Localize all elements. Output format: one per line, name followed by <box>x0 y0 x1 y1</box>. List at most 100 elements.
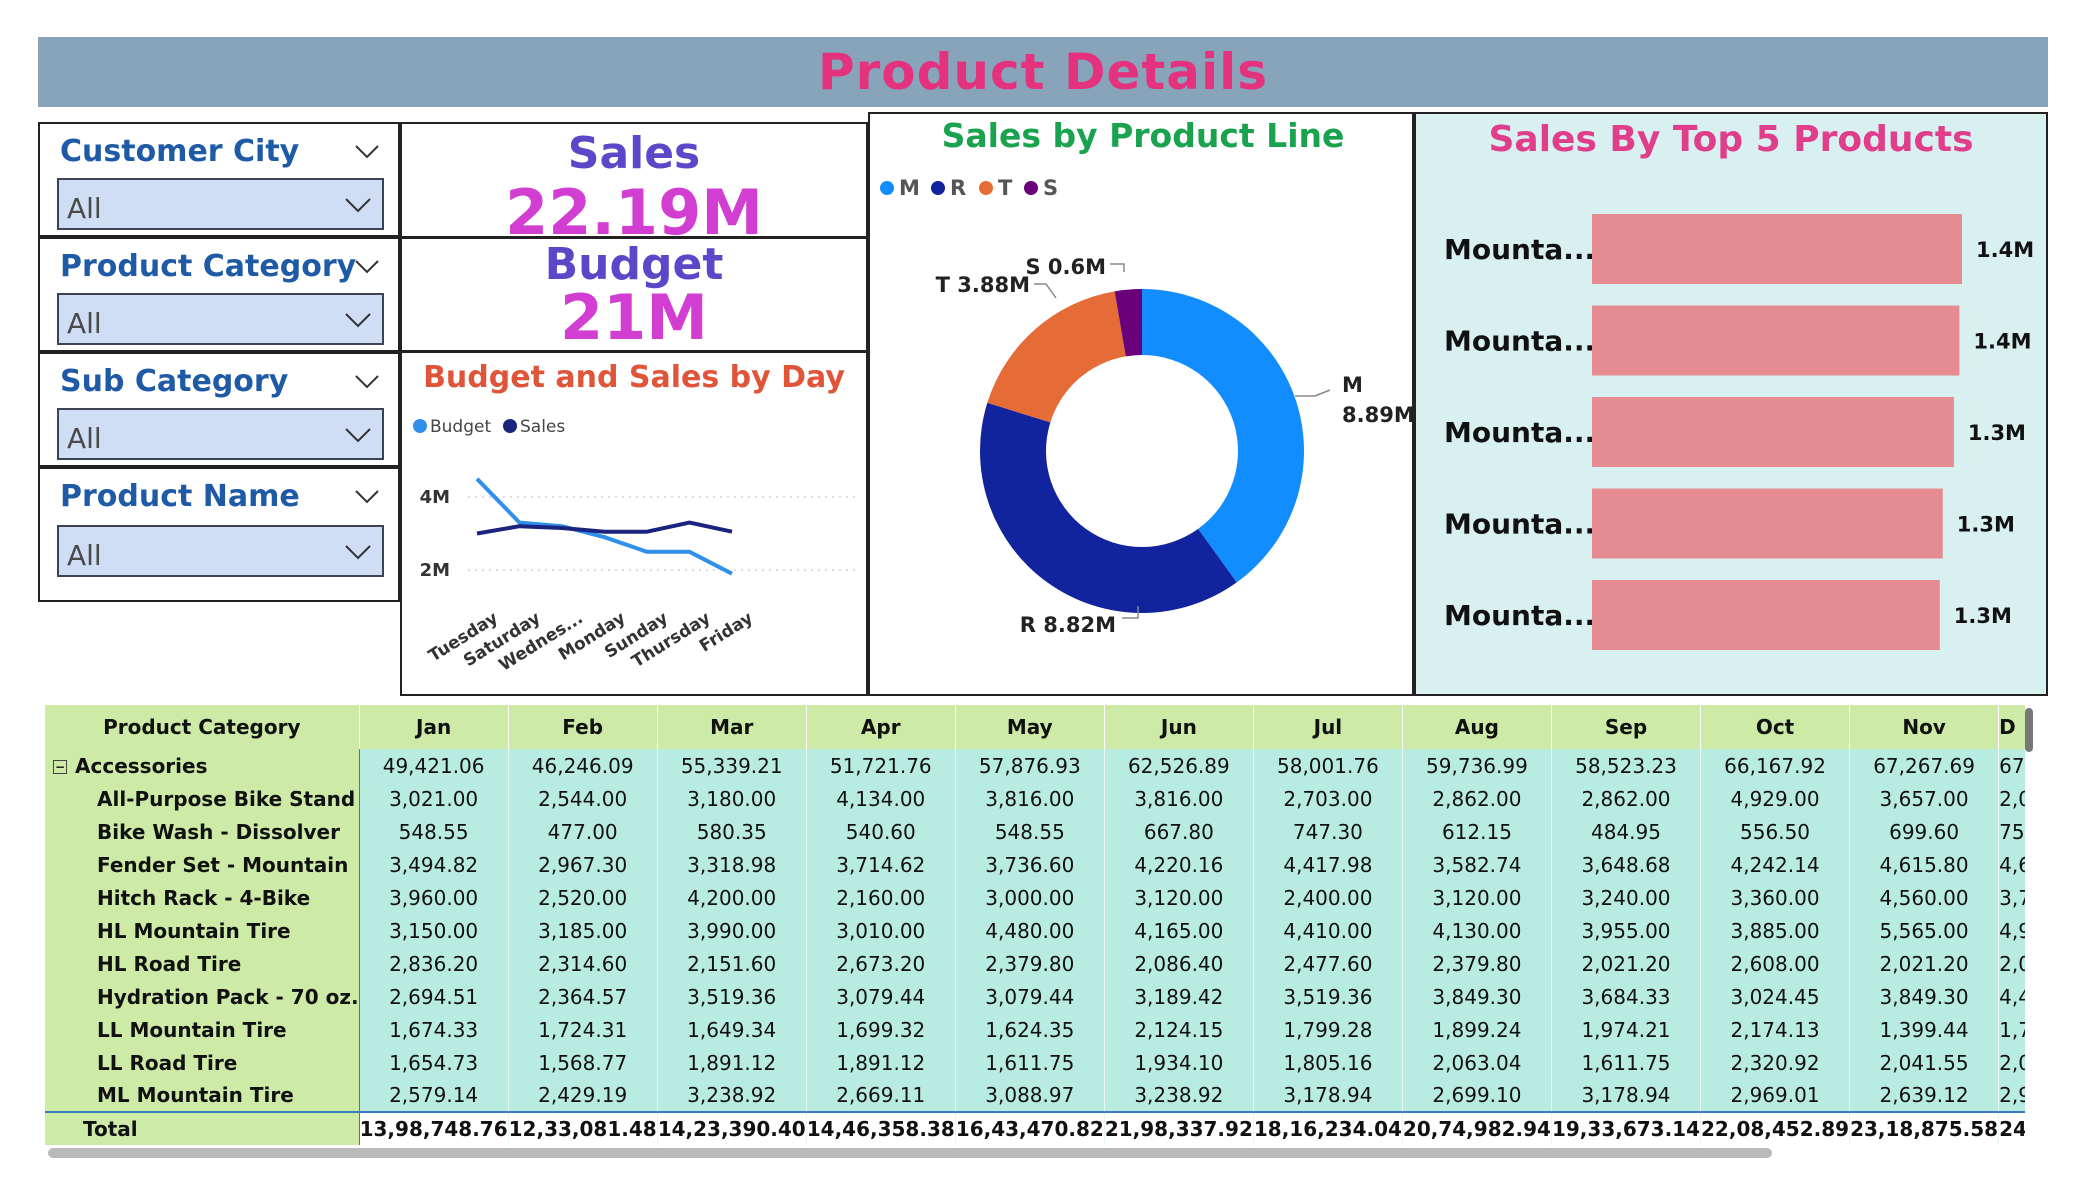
column-header-category[interactable]: Product Category <box>45 705 360 749</box>
table-total-row: Total 13,98,748.76 12,33,081.48 14,23,390.4… <box>45 1111 2025 1145</box>
table-cell: 3,189.42 <box>1104 980 1254 1013</box>
table-cell: 22,08,452.89 <box>1700 1111 1851 1145</box>
bar[interactable] <box>1592 580 1940 650</box>
chevron-down-icon[interactable] <box>354 485 380 507</box>
line-chart-title: Budget and Sales by Day <box>423 360 845 395</box>
table-cell: 2,836.20 <box>359 947 509 980</box>
column-header-month[interactable]: Sep <box>1551 705 1702 749</box>
collapse-icon[interactable]: − <box>53 760 67 774</box>
table-cell: 2,314.60 <box>508 947 658 980</box>
table-cell: 3,178.94 <box>1253 1079 1403 1112</box>
donut-slice-S[interactable] <box>1114 289 1142 357</box>
column-header-month[interactable]: Oct <box>1700 705 1851 749</box>
slicer-product-category[interactable]: Product Category All <box>38 237 400 352</box>
slicer-dropdown[interactable]: All <box>57 408 384 460</box>
table-cell: 3,180.00 <box>657 782 807 815</box>
column-header-month[interactable]: Apr <box>806 705 956 749</box>
row-label: Hitch Rack - 4-Bike <box>45 881 360 914</box>
donut-slice-T[interactable] <box>987 291 1126 423</box>
donut-slice-R[interactable] <box>980 402 1237 613</box>
table-cell: 20,74,982.94 <box>1402 1111 1552 1145</box>
column-header-month[interactable]: Jan <box>359 705 509 749</box>
table-row: All-Purpose Bike Stand 3,021.00 2,544.00 3,… <box>45 782 2025 815</box>
column-header-month[interactable]: D <box>1998 705 2025 749</box>
table-cell: 2,669.11 <box>806 1079 956 1112</box>
column-header-month[interactable]: Nov <box>1849 705 2000 749</box>
table-cell: 4,480.00 <box>955 914 1105 947</box>
chevron-down-icon[interactable] <box>354 140 380 162</box>
row-label[interactable]: − Accessories <box>45 749 360 782</box>
chevron-down-icon[interactable] <box>354 255 380 277</box>
table-cell: 2,477.60 <box>1253 947 1403 980</box>
slicer-value: All <box>67 539 102 572</box>
table-cell: 1,674.33 <box>359 1013 509 1046</box>
table-cell: 699.60 <box>1849 815 2000 848</box>
table-cell: 2,699.10 <box>1402 1079 1552 1112</box>
table-cell: 3,519.36 <box>1253 980 1403 1013</box>
table-cell: 3,494.82 <box>359 848 509 881</box>
row-label: HL Mountain Tire <box>45 914 360 947</box>
donut-label-T: T 3.88M <box>936 273 1030 297</box>
column-header-month[interactable]: Jul <box>1253 705 1403 749</box>
table-cell: 2,364.57 <box>508 980 658 1013</box>
slicer-dropdown[interactable]: All <box>57 178 384 230</box>
table-cell: 2,429.19 <box>508 1079 658 1112</box>
table-cell: 1,891.12 <box>657 1046 807 1079</box>
table-cell: 3,150.00 <box>359 914 509 947</box>
legend-sales-label: Sales <box>520 417 565 437</box>
slicer-product-name[interactable]: Product Name All <box>38 467 400 602</box>
donut-slices <box>980 289 1304 613</box>
table-cell: 3,088.97 <box>955 1079 1105 1112</box>
table-row: Hitch Rack - 4-Bike 3,960.00 2,520.00 4,200… <box>45 881 2025 914</box>
table-cell: 2,151.60 <box>657 947 807 980</box>
table-cell: 540.60 <box>806 815 956 848</box>
vertical-scrollbar[interactable] <box>2025 708 2033 752</box>
table-cell: 4,560.00 <box>1849 881 2000 914</box>
horizontal-scrollbar[interactable] <box>48 1148 1772 1158</box>
table-cell: 580.35 <box>657 815 807 848</box>
bar-value-label: 1.4M <box>1976 238 2034 262</box>
column-header-month[interactable]: Mar <box>657 705 807 749</box>
slicer-customer-city[interactable]: Customer City All <box>38 122 400 237</box>
table-cell: 4,130.00 <box>1402 914 1552 947</box>
table-cell: 2,320.92 <box>1700 1046 1851 1079</box>
table-cell: 1,891.12 <box>806 1046 956 1079</box>
table-cell: 3,7 <box>1998 881 2025 914</box>
kpi-budget-card: Budget 21M <box>400 237 868 352</box>
column-header-month[interactable]: May <box>955 705 1105 749</box>
product-category-matrix[interactable]: Product Category Jan Feb Mar Apr May Jun Jul Aug… <box>45 705 2025 1145</box>
table-cell: 2,0 <box>1998 1046 2025 1079</box>
row-label: Fender Set - Mountain <box>45 848 360 881</box>
bar-category-label: Mounta... <box>1444 599 1595 632</box>
table-cell: 2,086.40 <box>1104 947 1254 980</box>
column-header-month[interactable]: Jun <box>1104 705 1254 749</box>
table-cell: 4,165.00 <box>1104 914 1254 947</box>
table-cell: 2,520.00 <box>508 881 658 914</box>
table-cell: 4,4 <box>1998 980 2025 1013</box>
legend-budget-label: Budget <box>430 417 491 437</box>
table-cell: 1,899.24 <box>1402 1013 1552 1046</box>
table-cell: 1,399.44 <box>1849 1013 2000 1046</box>
column-header-month[interactable]: Aug <box>1402 705 1552 749</box>
y-tick-label: 4M <box>420 487 450 508</box>
slicer-sub-category[interactable]: Sub Category All <box>38 352 400 467</box>
bar[interactable] <box>1592 397 1954 467</box>
line-series-sales <box>476 520 733 536</box>
table-cell: 2,0 <box>1998 782 2025 815</box>
bar[interactable] <box>1592 488 1943 559</box>
table-cell: 21,98,337.92 <box>1104 1111 1254 1145</box>
slicer-dropdown[interactable]: All <box>57 293 384 345</box>
slicer-value: All <box>67 307 102 340</box>
kpi-sales-value: 22.19M <box>505 176 763 249</box>
column-header-month[interactable]: Feb <box>508 705 658 749</box>
bar[interactable] <box>1592 305 1960 376</box>
x-tick-labels: TuesdaySaturdayWednes...MondaySundayThur… <box>425 608 756 675</box>
table-cell: 3,178.94 <box>1551 1079 1702 1112</box>
donut-slice-M[interactable] <box>1142 289 1304 583</box>
chevron-down-icon[interactable] <box>354 370 380 392</box>
slicer-dropdown[interactable]: All <box>57 525 384 577</box>
table-cell: 3,079.44 <box>806 980 956 1013</box>
table-cell: 3,360.00 <box>1700 881 1851 914</box>
slicer-label: Product Name <box>60 479 300 514</box>
bar[interactable] <box>1592 214 1962 284</box>
